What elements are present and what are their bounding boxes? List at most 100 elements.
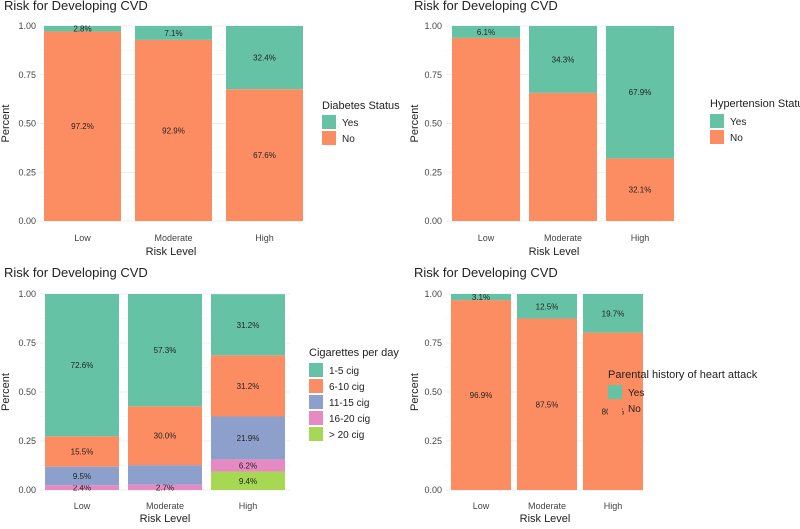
bar-segment (135, 39, 212, 221)
bar-segment (211, 459, 285, 472)
data-label: 67.6% (253, 151, 276, 160)
chart-title: Risk for Developing CVD (414, 0, 558, 13)
y-tick-label: 0.50 (424, 119, 442, 129)
y-tick-label: 0.50 (18, 387, 36, 397)
x-tick-label: High (255, 233, 274, 243)
legend-swatch (710, 114, 724, 128)
data-label: 12.5% (536, 302, 559, 311)
x-tick-label: High (239, 501, 258, 511)
data-label: 21.9% (237, 434, 260, 443)
bar-segment (45, 466, 119, 486)
legend-label: No (730, 133, 743, 144)
bar-segment (211, 416, 285, 460)
data-label: 2.4% (73, 484, 91, 493)
bar-segment (128, 484, 202, 490)
x-tick-label: High (631, 233, 650, 243)
x-tick-label: Low (478, 233, 495, 243)
data-label: 6.1% (477, 28, 495, 37)
data-label: 31.2% (237, 321, 260, 330)
legend-label: Yes (628, 388, 644, 399)
bar-segment (583, 294, 643, 333)
data-label: 19.7% (602, 309, 625, 318)
y-axis-title: Percent (409, 373, 421, 411)
bar-segment (45, 485, 119, 490)
y-tick-label: 0.25 (18, 167, 36, 177)
y-axis-title: Percent (409, 105, 421, 143)
data-label: 97.2% (71, 122, 94, 131)
data-label: 57.3% (154, 346, 177, 355)
legend-label: 1-5 cig (329, 366, 359, 377)
legend-swatch (322, 115, 336, 129)
bar-segment (211, 355, 285, 417)
x-tick-label: Low (473, 501, 490, 511)
legend-swatch (309, 427, 323, 441)
bar-segment (529, 92, 597, 221)
x-tick-label: High (604, 501, 623, 511)
legend-label: Yes (342, 118, 358, 129)
legend-title: Parental history of heart attack (608, 369, 758, 381)
bar-segment (226, 89, 303, 222)
chart-panel-2: Risk for Developing CVD 0.00 0.25 0.50 0.75 1… (409, 0, 800, 258)
bar-segment (211, 294, 285, 356)
bar-segment (517, 294, 577, 319)
y-axis-title: Percent (0, 105, 12, 143)
y-tick-label: 0.00 (18, 216, 36, 226)
x-tick-label: Low (74, 501, 91, 511)
legend-title: Diabetes Status (322, 100, 400, 112)
bar-segment (226, 26, 303, 90)
bar-segment (45, 294, 119, 437)
y-tick-label: 0.50 (424, 387, 442, 397)
bar-segment (452, 37, 520, 221)
y-tick-label: 1.00 (18, 289, 36, 299)
legend-label: No (342, 134, 355, 145)
y-tick-label: 0.75 (424, 70, 442, 80)
chart-panel-3: Risk for Developing CVD 0.00 0.25 0.50 0.75 1… (0, 265, 399, 525)
data-label: 9.5% (73, 472, 91, 481)
bar-segment (517, 318, 577, 490)
bar-segment (452, 26, 520, 38)
legend-label: Yes (730, 117, 746, 128)
x-axis-title: Risk Level (520, 513, 571, 524)
x-axis-title: Risk Level (146, 246, 197, 258)
data-label: 3.1% (472, 293, 490, 302)
legend: Cigarettes per day 1-5 cig 6-10 cig 11-15 c… (309, 347, 399, 441)
chart-panel-1: Risk for Developing CVD 0.00 0.25 0.50 0.75 1… (0, 0, 400, 258)
bar-segment (135, 26, 212, 40)
chart-title: Risk for Developing CVD (4, 0, 148, 13)
bar-segment (44, 31, 121, 222)
legend-label: No (628, 404, 641, 415)
y-tick-label: 0.25 (18, 436, 36, 446)
data-label: 15.5% (71, 447, 94, 456)
data-label: 30.0% (154, 432, 177, 441)
data-label: 67.9% (629, 88, 652, 97)
data-label: 9.4% (239, 477, 257, 486)
x-tick-label: Low (74, 233, 91, 243)
legend-swatch (322, 131, 336, 145)
data-label: 2.8% (73, 25, 91, 34)
chart-title: Risk for Developing CVD (4, 265, 148, 280)
bar-segment (451, 294, 511, 301)
bar-segment (211, 471, 285, 490)
legend-swatch (608, 401, 622, 415)
data-label: 92.9% (162, 126, 185, 135)
legend-label: > 20 cig (329, 430, 364, 441)
y-axis-title: Percent (0, 373, 12, 411)
legend-swatch (710, 130, 724, 144)
y-tick-label: 1.00 (424, 289, 442, 299)
data-label: 7.1% (164, 29, 182, 38)
bar-segment (128, 294, 202, 407)
legend-title: Hypertension Status (710, 98, 800, 110)
y-tick-label: 0.75 (18, 338, 36, 348)
y-tick-label: 0.50 (18, 119, 36, 129)
data-label: 31.2% (237, 382, 260, 391)
data-label: 34.3% (552, 55, 575, 64)
bar-segment (128, 465, 202, 485)
data-label: 32.4% (253, 54, 276, 63)
legend-label: 16-20 cig (329, 414, 370, 425)
y-tick-label: 1.00 (18, 21, 36, 31)
y-tick-label: 0.75 (424, 338, 442, 348)
y-tick-label: 1.00 (424, 21, 442, 31)
legend-label: 6-10 cig (329, 382, 365, 393)
